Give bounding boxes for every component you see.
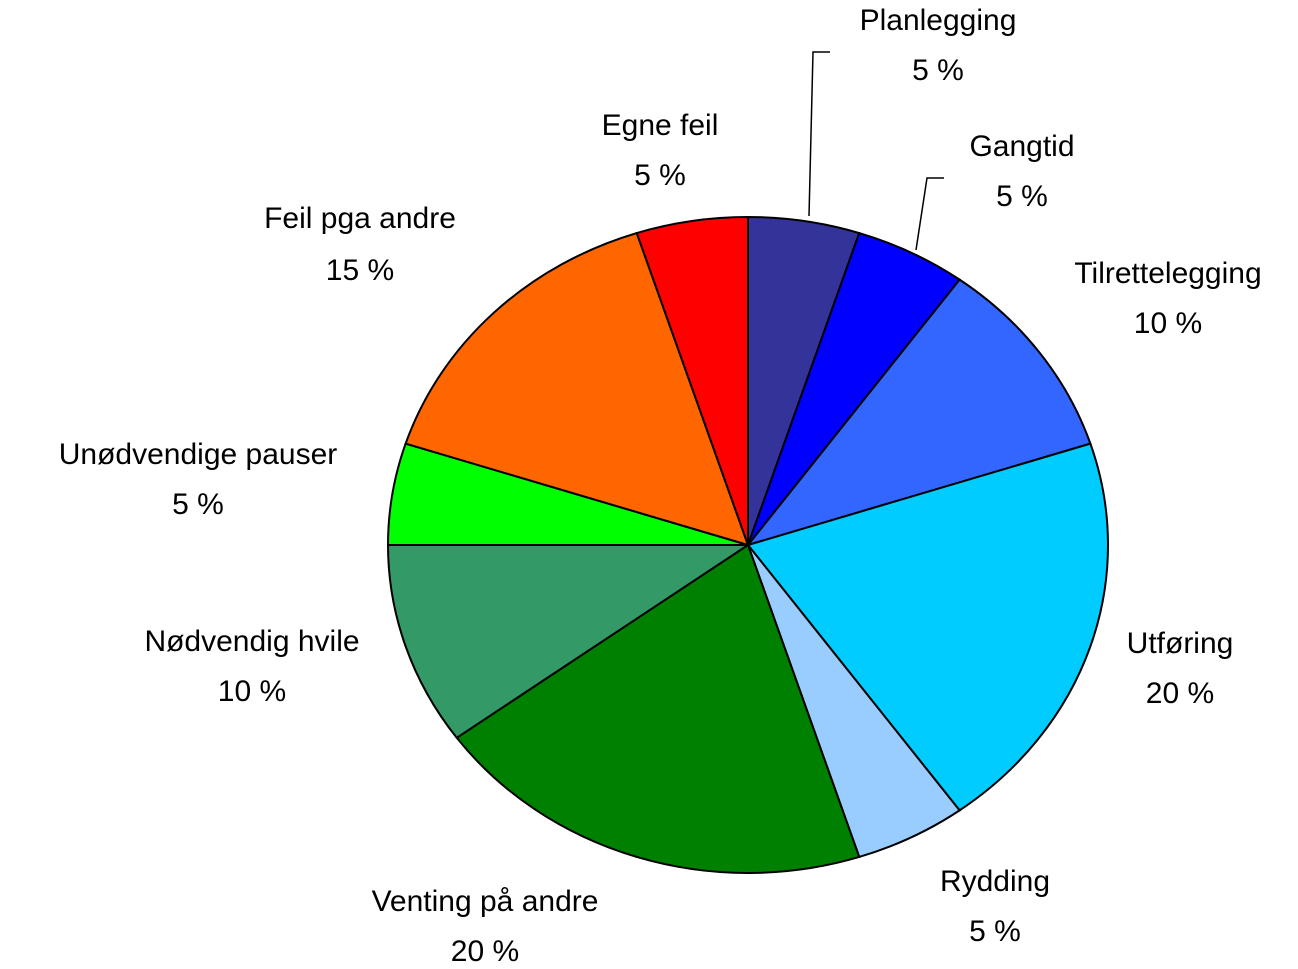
slice-value-label: 10 % (218, 675, 286, 708)
slice-value-label: 15 % (326, 254, 394, 287)
slice-label: Feil pga andre (264, 202, 456, 235)
slice-value-label: 10 % (1134, 307, 1202, 340)
slice-label: Tilrettelegging (1074, 257, 1261, 290)
slice-label: Rydding (940, 865, 1050, 898)
slice-label: Unødvendige pauser (59, 438, 338, 471)
pie-slice (745, 278, 1092, 547)
slice-value-label: 5 % (634, 159, 686, 192)
slice-label: Nødvendig hvile (144, 625, 359, 658)
pie (386, 215, 1109, 874)
slice-value-label: 20 % (451, 935, 519, 968)
pie-slice (386, 544, 752, 740)
slice-value-label: 5 % (996, 180, 1048, 213)
slice-label: Venting på andre (372, 885, 599, 918)
slice-value-label: 20 % (1146, 677, 1214, 710)
slice-value-label: 5 % (912, 54, 964, 87)
pie-slice (746, 442, 1109, 812)
pie-slice (404, 231, 750, 547)
slice-label: Planlegging (860, 4, 1017, 37)
pie-slice (455, 543, 861, 874)
slice-label: Gangtid (969, 130, 1074, 163)
slice-value-label: 5 % (172, 488, 224, 521)
leader-line (808, 51, 830, 217)
slice-label: Egne feil (602, 109, 719, 142)
slice-value-label: 5 % (969, 915, 1021, 948)
pie-slice (635, 215, 749, 546)
leader-line (915, 177, 944, 251)
slice-label: Utføring (1127, 627, 1234, 660)
